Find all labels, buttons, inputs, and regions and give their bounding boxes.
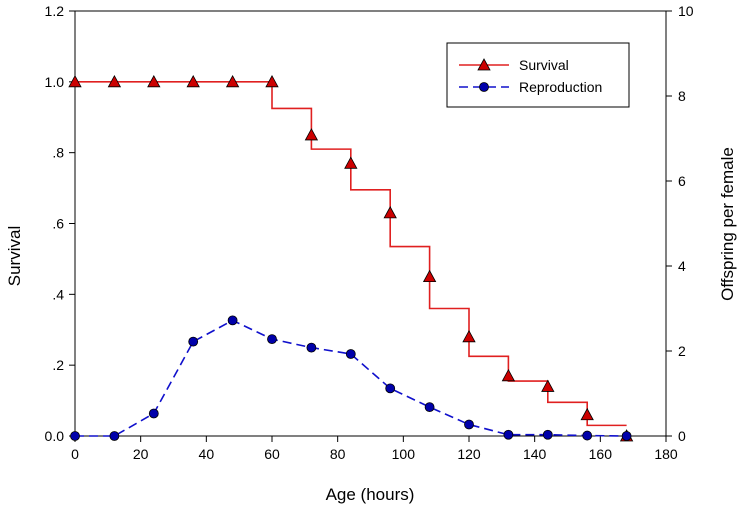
survival-point bbox=[68, 74, 82, 88]
x-tick-label: 40 bbox=[199, 446, 215, 462]
x-axis: 0 20 40 60 80 100 120 140 160 180 bbox=[71, 436, 678, 462]
x-tick-label: 60 bbox=[264, 446, 280, 462]
survival-point bbox=[462, 329, 476, 343]
right-y-tick-label: 8 bbox=[678, 88, 686, 104]
reproduction-point bbox=[306, 342, 317, 353]
left-y-axis-label: Survival bbox=[5, 226, 24, 286]
x-tick-label: 0 bbox=[71, 446, 79, 462]
reproduction-point bbox=[109, 431, 120, 441]
survival-point bbox=[422, 269, 437, 283]
left-y-tick-label: .8 bbox=[52, 145, 64, 161]
series-layer bbox=[68, 74, 634, 442]
survival-point bbox=[304, 128, 319, 141]
x-tick-label: 180 bbox=[654, 446, 678, 462]
x-tick-label: 140 bbox=[523, 446, 547, 462]
survival-point bbox=[225, 74, 240, 88]
left-y-tick-label: .2 bbox=[52, 357, 64, 373]
survival-point bbox=[541, 379, 555, 392]
legend-box bbox=[446, 42, 630, 108]
left-y-axis: 0.0 .2 .4 .6 .8 1.0 1.2 bbox=[45, 3, 75, 444]
survival-point bbox=[383, 206, 397, 219]
reproduction-point bbox=[267, 334, 277, 345]
left-y-tick-label: 0.0 bbox=[45, 428, 65, 444]
legend-survival-label: Survival bbox=[519, 57, 569, 73]
legend-reproduction-marker bbox=[479, 82, 489, 92]
reproduction-point bbox=[503, 429, 514, 440]
left-y-tick-label: .4 bbox=[52, 286, 64, 302]
reproduction-point bbox=[385, 383, 396, 394]
reproduction-line bbox=[75, 319, 627, 437]
right-y-tick-label: 4 bbox=[678, 258, 686, 274]
x-axis-label: Age (hours) bbox=[326, 485, 415, 504]
survival-point bbox=[107, 74, 122, 88]
legend-reproduction-label: Reproduction bbox=[519, 79, 602, 95]
reproduction-point bbox=[621, 431, 632, 441]
reproduction-point bbox=[227, 315, 238, 326]
left-y-tick-label: 1.0 bbox=[45, 74, 65, 90]
reproduction-point bbox=[70, 431, 80, 441]
survival-point bbox=[147, 74, 161, 88]
reproduction-point bbox=[464, 419, 474, 430]
right-y-tick-label: 0 bbox=[678, 428, 686, 444]
x-tick-label: 120 bbox=[457, 446, 481, 462]
left-y-tick-label: 1.2 bbox=[45, 3, 65, 19]
reproduction-point bbox=[345, 349, 356, 359]
right-y-axis: 0 2 4 6 8 10 bbox=[666, 3, 694, 444]
survival-point bbox=[186, 74, 200, 88]
x-tick-label: 100 bbox=[392, 446, 416, 462]
right-y-tick-label: 10 bbox=[678, 3, 694, 19]
reproduction-point bbox=[148, 408, 159, 419]
reproduction-point bbox=[582, 430, 593, 441]
survival-point bbox=[580, 407, 594, 421]
legend-survival-marker bbox=[477, 58, 491, 71]
survival-point bbox=[501, 368, 516, 382]
right-y-tick-label: 2 bbox=[678, 343, 686, 359]
survival-point bbox=[265, 74, 279, 88]
reproduction-point bbox=[188, 336, 199, 347]
x-tick-label: 160 bbox=[589, 446, 613, 462]
x-tick-label: 80 bbox=[330, 446, 346, 462]
right-y-tick-label: 6 bbox=[678, 173, 686, 189]
reproduction-point bbox=[542, 429, 553, 440]
right-y-axis-label: Offspring per female bbox=[718, 147, 737, 301]
survival-step-line bbox=[75, 81, 627, 427]
left-y-tick-label: .6 bbox=[52, 216, 64, 232]
legend: Survival Reproduction bbox=[446, 42, 630, 108]
reproduction-point bbox=[424, 402, 435, 413]
x-tick-label: 20 bbox=[133, 446, 149, 462]
survival-point bbox=[344, 156, 358, 169]
